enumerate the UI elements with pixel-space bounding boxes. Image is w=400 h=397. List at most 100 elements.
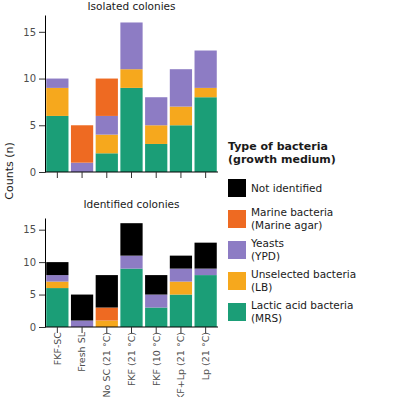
legend-key (228, 272, 246, 290)
x-tick: Fresh SL (76, 327, 87, 372)
bar-segment (96, 135, 118, 154)
panel-title: Identified colonies (83, 198, 179, 210)
bar-segment (71, 163, 93, 172)
y-tick-label: 15 (23, 27, 36, 38)
x-tick (205, 172, 206, 178)
bar-segment (145, 275, 167, 294)
x-tick-label: FKF-SC (52, 332, 63, 366)
bar-segment (71, 295, 93, 321)
bar-segment (195, 243, 217, 269)
y-tick: 0 (30, 167, 45, 178)
y-tick-label: 10 (23, 73, 36, 84)
y-tick-label: 15 (23, 224, 36, 235)
y-tick-label: 5 (30, 120, 36, 131)
bar-segment (71, 321, 93, 327)
panel-title: Isolated colonies (88, 0, 176, 12)
x-tick-mark (106, 172, 107, 178)
legend-key (228, 179, 246, 197)
x-tick-label: No SC (21 °C) (101, 332, 112, 397)
bar-segment (46, 116, 68, 172)
legend: Type of bacteria(growth medium) Not ident… (228, 140, 356, 324)
bar-segment (170, 295, 192, 327)
legend-key (228, 241, 246, 259)
bar-segment (170, 69, 192, 106)
bar-segment (96, 275, 118, 307)
y-tick-mark (39, 125, 45, 126)
y-tick: 10 (23, 257, 45, 268)
x-tick: FKF+Lp (21 °C) (175, 327, 186, 397)
legend-title: Type of bacteria(growth medium) (228, 140, 336, 166)
bar-segment (46, 79, 68, 88)
bar-segment (120, 22, 142, 23)
bar-segment (145, 144, 167, 172)
y-tick: 15 (23, 27, 45, 38)
legend-label: Marine bacteria(Marine agar) (251, 206, 333, 231)
bars (46, 223, 217, 327)
bar-segment (96, 153, 118, 172)
bar-segment (170, 256, 192, 269)
bar-segment (195, 275, 217, 327)
y-tick: 5 (30, 120, 45, 131)
bar-segment (46, 275, 68, 281)
bar-segment (195, 51, 217, 88)
y-tick: 10 (23, 73, 45, 84)
x-tick (57, 172, 58, 178)
bars (46, 22, 217, 172)
y-tick-label: 10 (23, 257, 36, 268)
bar-segment (195, 88, 217, 97)
y-axis-title: Counts (n) (3, 142, 16, 199)
x-tick-mark (180, 172, 181, 178)
legend-label: Yeasts(YPD) (250, 237, 284, 262)
bar-segment (120, 88, 142, 172)
y-tick-mark (39, 262, 45, 263)
x-tick (106, 172, 107, 178)
legend-key (228, 303, 246, 321)
bar-segment (145, 125, 167, 144)
bar-segment (71, 125, 93, 126)
y-axis: 0 5 10 15 (23, 16, 45, 178)
bar-segment (195, 269, 217, 275)
bar-segment (46, 88, 68, 116)
y-tick-mark (39, 172, 45, 173)
bar-segment (170, 282, 192, 295)
legend-label: Lactic acid bacteria(MRS) (251, 299, 353, 324)
y-axis: 0 5 10 15 (23, 219, 45, 333)
x-axis (45, 172, 218, 178)
bar-segment (145, 295, 167, 308)
y-tick-label: 0 (30, 322, 36, 333)
legend-label: Not identified (251, 182, 322, 194)
x-tick: FKF (10 °C) (151, 327, 162, 386)
bar-segment (170, 269, 192, 282)
bar-segment (170, 125, 192, 172)
y-tick-label: 0 (30, 167, 36, 178)
x-tick: Lp (21 °C) (200, 327, 211, 380)
bar-segment (46, 288, 68, 327)
y-tick-mark (39, 32, 45, 33)
bar-segment (96, 308, 118, 321)
x-tick-label: FKF+Lp (21 °C) (175, 332, 186, 397)
bar-segment (145, 97, 167, 125)
bar-segment (145, 308, 167, 327)
bar-segment (170, 107, 192, 126)
chart: Isolated colonies 0 5 10 15 Identified coloni… (0, 0, 400, 397)
bar-segment (120, 256, 142, 269)
x-tick: FKF (21 °C) (126, 327, 137, 386)
bar-segment (120, 69, 142, 88)
y-tick: 5 (30, 289, 45, 300)
x-tick-mark (131, 172, 132, 178)
bar-segment (96, 116, 118, 135)
bar-segment (170, 69, 192, 70)
bar-segment (96, 79, 118, 116)
bar-segment (46, 282, 68, 288)
y-tick: 15 (23, 224, 45, 235)
bar-segment (96, 78, 118, 79)
x-tick-label: Fresh SL (76, 331, 87, 371)
x-tick: FKF-SC (52, 327, 63, 365)
y-axis-line (45, 219, 46, 328)
bar-segment (120, 22, 142, 69)
x-tick (82, 172, 83, 178)
legend-label: Unselected bacteria(LB) (251, 268, 356, 293)
y-tick-mark (39, 79, 45, 80)
x-tick-mark (82, 172, 83, 178)
bar-segment (195, 50, 217, 51)
